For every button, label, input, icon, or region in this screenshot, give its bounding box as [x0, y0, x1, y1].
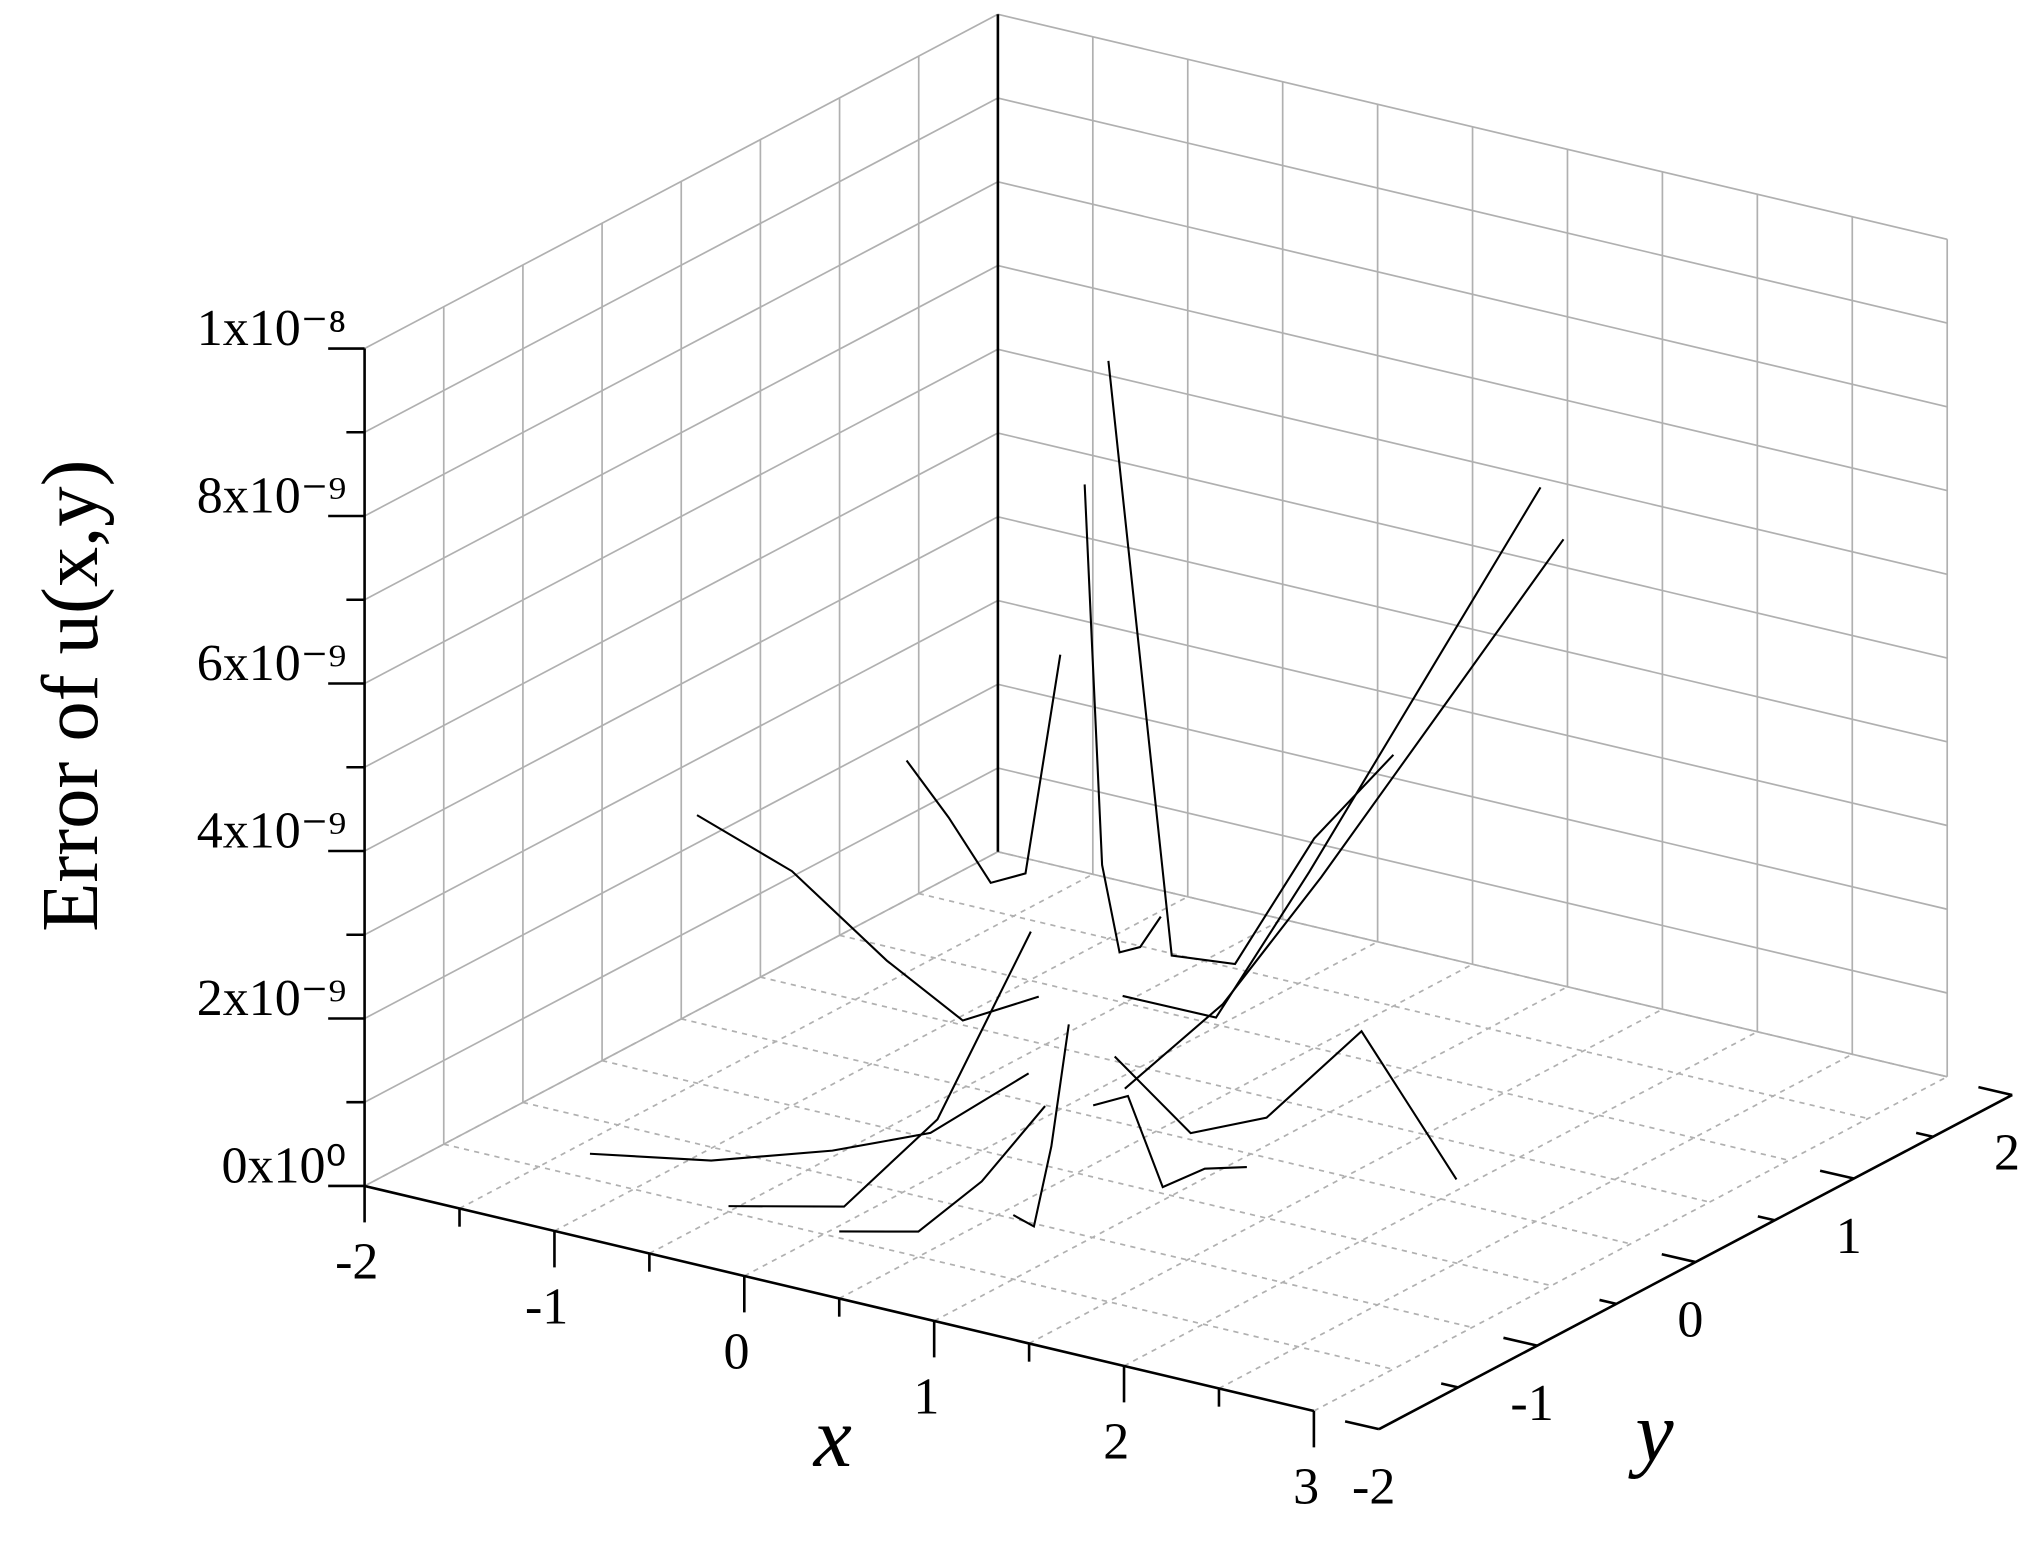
floor-grid-line [443, 1143, 1394, 1371]
surface-trace [696, 814, 1040, 1022]
back-wall-grid-line [997, 264, 1948, 492]
floor-grid-line [648, 918, 1284, 1255]
x-axis-title: x [812, 1390, 852, 1485]
y-tick-label: -2 [1352, 1459, 1395, 1516]
back-wall-grid-line [997, 683, 1948, 911]
floor-grid-line [933, 986, 1568, 1322]
surface-trace [728, 931, 1032, 1208]
y-tick [1440, 1382, 1459, 1389]
floor-grid-line [522, 1101, 1473, 1329]
z-tick-label: 6x10⁻⁹ [197, 635, 347, 692]
y-tick [1915, 1131, 1934, 1138]
x-tick-label: 2 [1103, 1414, 1129, 1471]
y-tick-label: 1 [1836, 1208, 1862, 1265]
surface-trace [589, 1072, 1030, 1162]
surface-trace [1012, 1024, 1070, 1229]
back-wall-grid-line [997, 432, 1948, 659]
floor-grid-line [839, 934, 1790, 1162]
back-wall-grid-line [997, 599, 1948, 827]
x-tick-label: 3 [1293, 1459, 1319, 1516]
left-wall-grid-line [364, 97, 999, 434]
y-axis-title: y [1628, 1385, 1675, 1480]
back-wall-grid-line [997, 97, 1948, 324]
floor-grid-line [1028, 1008, 1663, 1345]
surface-trace [1124, 538, 1565, 1090]
y-tick [1757, 1215, 1776, 1222]
surface-trace [905, 654, 1062, 885]
surface-trace [1107, 360, 1395, 966]
x-tick-label: -2 [335, 1234, 378, 1291]
floor-grid-line [838, 963, 1473, 1300]
y-tick [1344, 1420, 1380, 1431]
surface-trace [839, 1105, 1046, 1233]
floor-grid-line [601, 1059, 1552, 1287]
back-wall-grid-line [997, 13, 1948, 241]
floor-grid-line [743, 941, 1379, 1277]
left-wall-grid-line [364, 683, 999, 1020]
x-tick-label: 1 [913, 1369, 939, 1426]
y-tick [1599, 1298, 1617, 1306]
floor-grid-line [681, 1018, 1631, 1245]
y-tick [1978, 1085, 2013, 1097]
back-wall-grid-line [997, 180, 1948, 408]
floor-grid-line [918, 892, 1869, 1120]
z-tick-label: 1x10⁻⁸ [197, 300, 347, 357]
y-tick [1503, 1336, 1538, 1347]
left-wall-grid-line [364, 851, 999, 1187]
left-wall-grid-line [364, 13, 999, 350]
z-tick-label: 8x10⁻⁹ [197, 467, 347, 524]
surface-trace [1122, 486, 1542, 1019]
left-wall-grid-line [364, 432, 999, 768]
z-tick-label: 2x10⁻⁹ [197, 970, 347, 1027]
y-tick-label: 2 [1994, 1124, 2020, 1181]
y-tick [1661, 1252, 1696, 1264]
left-wall-grid-line [364, 767, 999, 1103]
left-wall-grid-line [364, 348, 999, 685]
z-tick-label: 4x10⁻⁹ [197, 802, 347, 859]
floor-grid-line [554, 896, 1189, 1232]
y-tick-label: 0 [1677, 1291, 1703, 1348]
left-wall-grid-line [364, 599, 999, 936]
x-tick-label: 0 [724, 1324, 750, 1381]
surface-trace [1092, 1094, 1247, 1189]
surface-trace [1113, 1029, 1458, 1180]
back-wall-grid-line [997, 515, 1948, 743]
floor-grid-line [1123, 1031, 1758, 1367]
left-wall-grid-line [364, 516, 999, 852]
floor-grid-line [760, 976, 1710, 1203]
floor-grid-line [1218, 1053, 1853, 1390]
z-axis-title: Error of u(x,y) [26, 460, 115, 932]
x-tick-label: -1 [525, 1279, 568, 1336]
floor-grid-line [1313, 1076, 1948, 1412]
floor-grid-line [459, 873, 1094, 1210]
back-wall-grid-line [997, 348, 1948, 576]
left-wall-grid-line [364, 264, 999, 601]
left-wall-grid-line [364, 181, 999, 517]
surface-trace [1083, 484, 1162, 954]
z-tick-label: 0x10⁰ [222, 1137, 347, 1194]
y-axis-line [1378, 1093, 2013, 1431]
y-tick-label: -1 [1510, 1375, 1553, 1432]
back-wall-grid-line [997, 850, 1948, 1078]
y-tick [1819, 1169, 1855, 1180]
